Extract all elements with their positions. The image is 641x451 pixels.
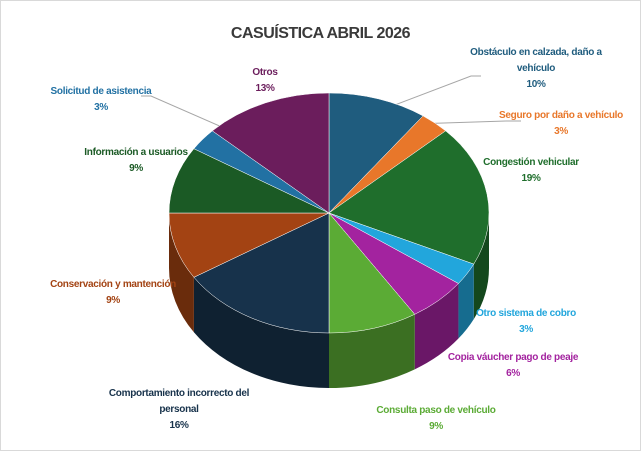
slice-value: 3% [94,102,108,113]
slice-side [329,314,415,388]
slice-value: 9% [429,421,443,432]
slice-label: Otros [252,67,278,78]
slice-value: 9% [129,163,143,174]
slice-value: 16% [169,420,189,431]
slice-value: 10% [526,79,546,90]
slice-value: 3% [554,126,568,137]
leader-line [141,95,232,132]
slice [328,92,424,214]
slice-label: Seguro por daño a vehículo [499,110,623,121]
slice-value: 19% [521,173,541,184]
slice-side [458,264,474,339]
slice-label: Obstáculo en calzada, daño a vehículo [470,47,602,74]
slice-value: 9% [106,295,120,306]
slice [168,212,330,278]
slice-label: Conservación y mantención [50,279,176,290]
slice-value: 13% [255,83,275,94]
slice-side [169,213,194,333]
slice-label: Consulta paso de vehículo [376,405,496,416]
slice [328,212,416,334]
slice [168,148,330,214]
leader-lines [141,75,521,132]
slice-label: Congestión vehicular [483,157,579,168]
slice [193,212,330,334]
slice-side [414,283,459,370]
slice-label: Información a usuarios [84,147,188,158]
leader-line [412,120,521,125]
slice [328,130,490,265]
slice-label: Solicitud de asistencia [50,86,152,97]
slice-value: 3% [519,324,533,335]
chart-title: CASUÍSTICA ABRIL 2026 [230,25,411,42]
slice [211,92,330,214]
slice-label: Copia váucher pago de peaje [447,352,579,363]
leader-line [378,75,481,112]
slice-label: Otro sistema de cobro [476,308,576,319]
slice-side [193,277,329,388]
slice-label: Comportamiento incorrecto del personal [108,388,250,415]
slice-value: 6% [506,368,520,379]
